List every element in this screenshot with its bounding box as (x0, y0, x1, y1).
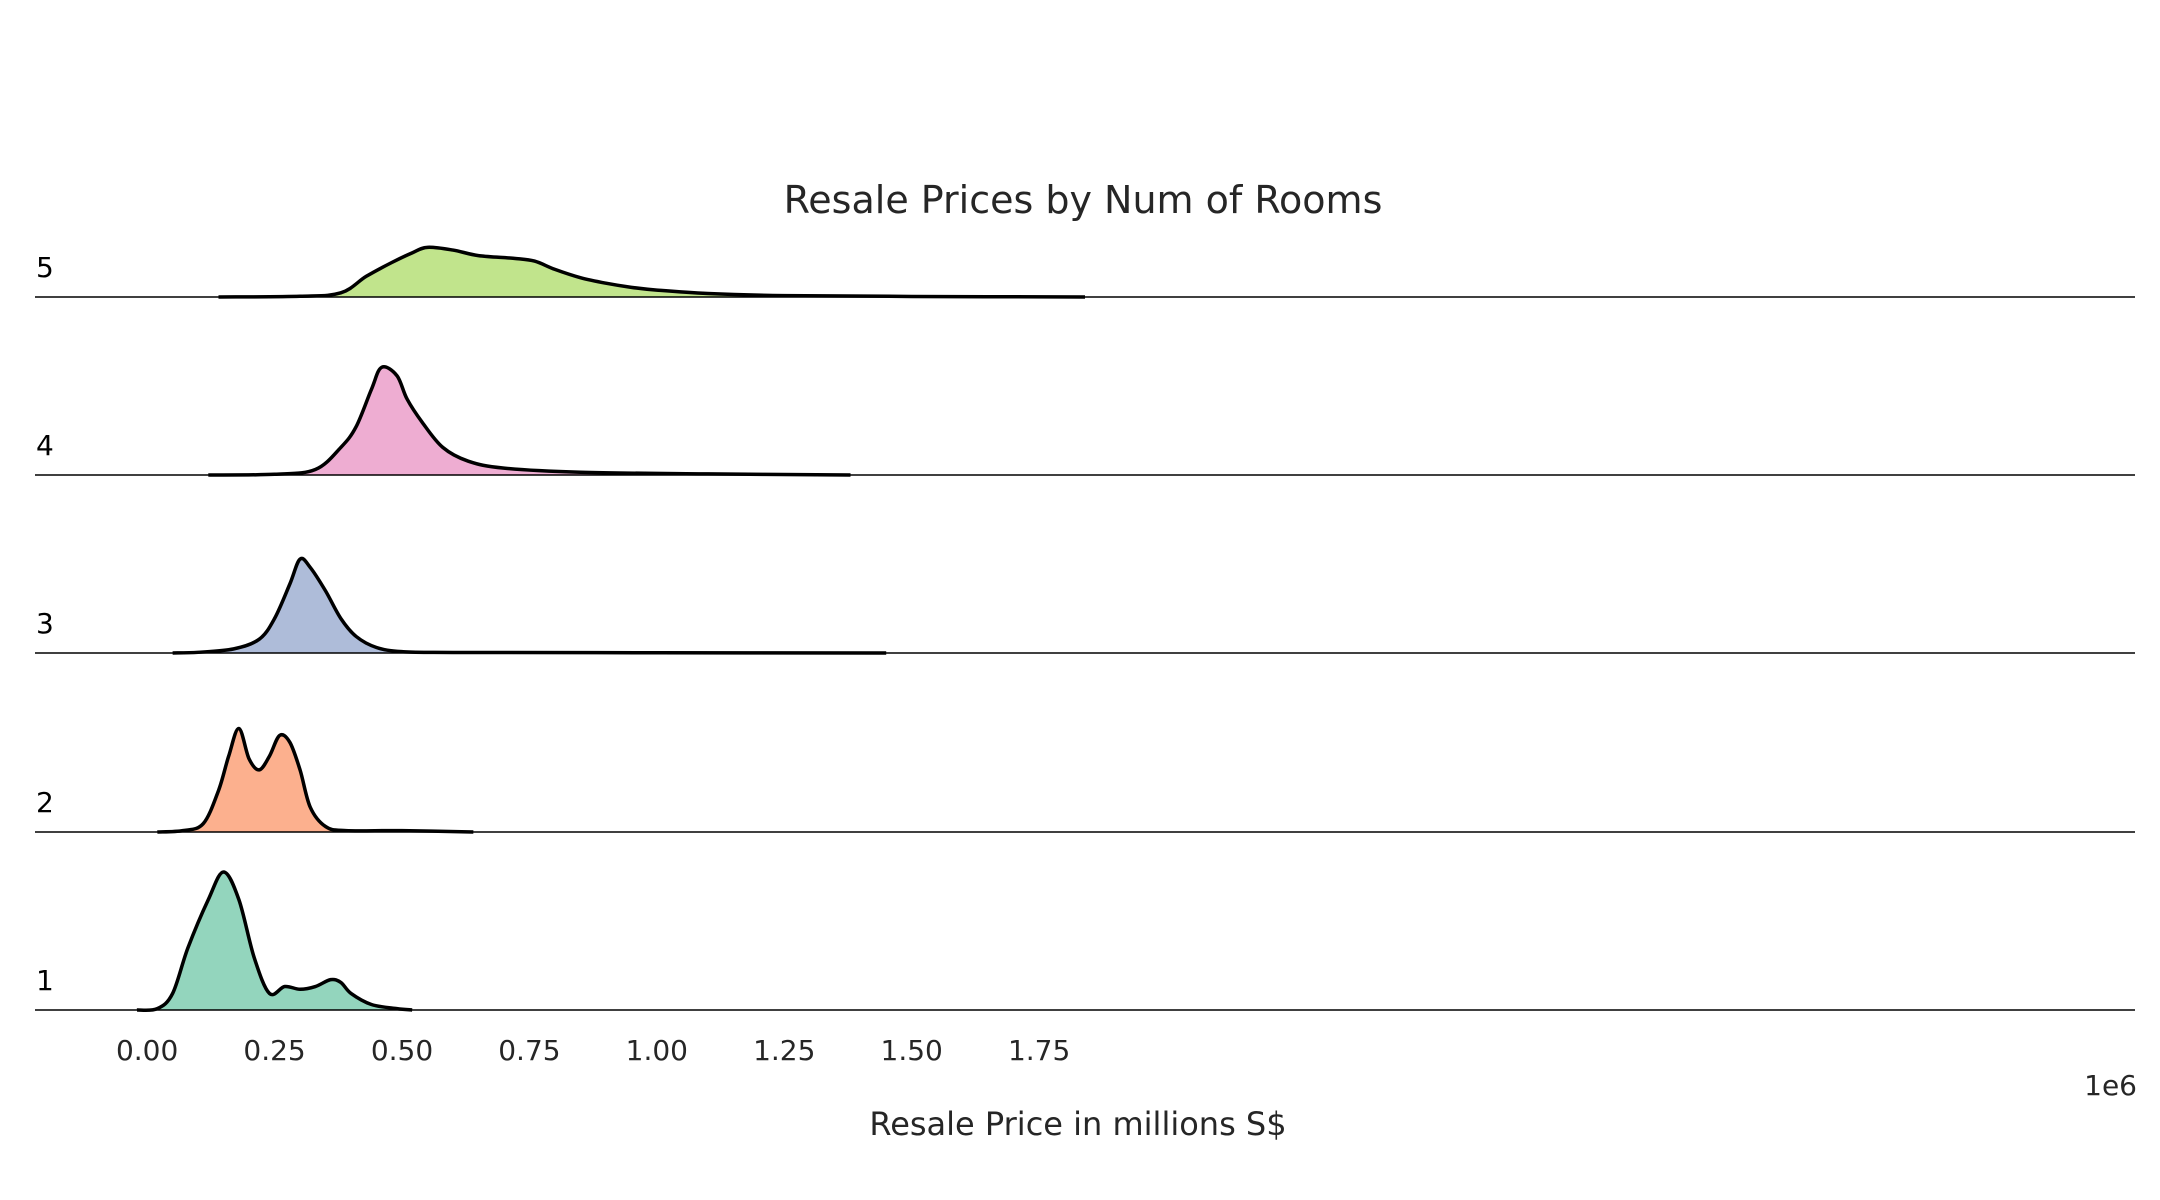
ridge-outline-4 (208, 365, 851, 477)
ridge-fill-3 (172, 558, 887, 653)
ridge-fill-2 (157, 728, 474, 832)
x-tick-label: 1.00 (626, 1034, 688, 1067)
x-offset-label: 1e6 (2084, 1069, 2137, 1102)
ridge-label-1: 1 (36, 964, 54, 997)
ridge-label-2: 2 (36, 786, 54, 819)
x-tick-label: 1.50 (881, 1034, 943, 1067)
ridge-fill-4 (208, 366, 851, 475)
ridges-group: 5 4 3 2 1 (35, 245, 2135, 1013)
x-tick-label: 0.75 (498, 1034, 560, 1067)
ridge-outline-2 (157, 726, 474, 834)
ridge-fill-5 (218, 247, 1085, 297)
ridge-label-3: 3 (36, 607, 54, 640)
x-tick-label: 0.25 (243, 1034, 305, 1067)
ridge-outline-5 (218, 245, 1086, 299)
x-tick-label: 0.50 (371, 1034, 433, 1067)
ridge-outline-1 (136, 870, 413, 1013)
x-axis-label: Resale Price in millions S$ (869, 1105, 1286, 1143)
x-tick-label: 1.75 (1008, 1034, 1070, 1067)
x-axis-ticks: 0.00 0.25 0.50 0.75 1.00 1.25 1.50 1.75 (116, 1034, 1070, 1067)
x-tick-label: 0.00 (116, 1034, 178, 1067)
x-tick-label: 1.25 (753, 1034, 815, 1067)
ridge-label-5: 5 (36, 251, 54, 284)
ridge-label-4: 4 (36, 429, 54, 462)
ridge-fill-1 (136, 872, 413, 1011)
chart-title: Resale Prices by Num of Rooms (784, 178, 1383, 222)
